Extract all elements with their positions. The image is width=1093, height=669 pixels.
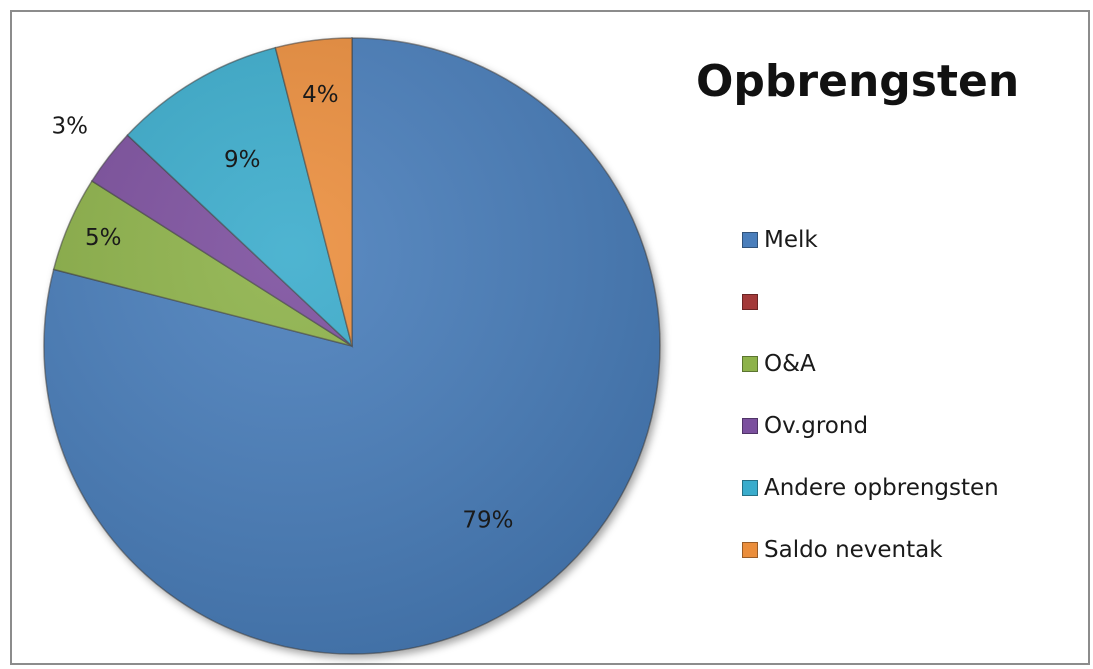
legend-item: Melk — [742, 225, 818, 255]
slice-label-melk: 79% — [462, 508, 513, 534]
slice-labels: 79% 5% 3% 9% 4% — [51, 82, 513, 534]
legend-item: O&A — [742, 349, 816, 379]
slice-label-andere-opbrengsten: 9% — [224, 147, 261, 173]
legend-swatch — [742, 294, 758, 310]
slice-label-ov-grond: 3% — [51, 114, 88, 140]
legend-swatch — [742, 232, 758, 248]
legend-item: Andere opbrengsten — [742, 473, 999, 503]
legend-swatch — [742, 480, 758, 496]
chart-title: Opbrengsten — [696, 56, 1020, 107]
legend-label: Melk — [764, 227, 818, 253]
legend-item — [742, 287, 764, 317]
legend-label: Ov.grond — [764, 413, 869, 439]
legend-item: Ov.grond — [742, 411, 868, 441]
pie-slices — [43, 37, 661, 655]
slice-label-saldo-neventak: 4% — [302, 82, 339, 108]
legend-label: O&A — [764, 351, 816, 377]
legend-label: Andere opbrengsten — [764, 475, 999, 501]
legend-item: Saldo neventak — [742, 535, 943, 565]
legend-label: Saldo neventak — [764, 537, 943, 563]
legend-swatch — [742, 418, 758, 434]
legend-swatch — [742, 542, 758, 558]
legend-swatch — [742, 356, 758, 372]
slice-label-o-a: 5% — [85, 225, 122, 251]
